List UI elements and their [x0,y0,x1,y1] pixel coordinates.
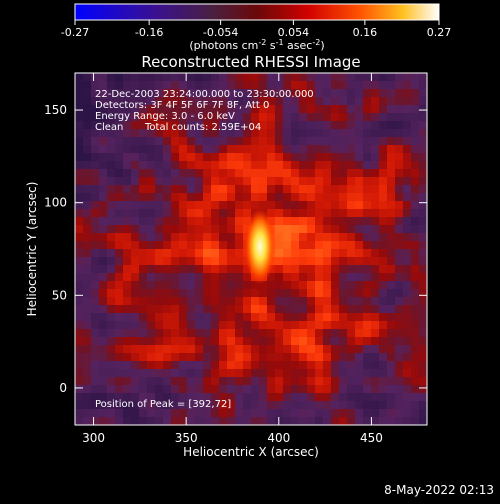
colorbar-ticks: -0.27 -0.16 -0.054 0.054 0.16 0.27 [61,20,451,39]
y-axis-label: Heliocentric Y (arcsec) [25,182,39,317]
footer-timestamp: 8-May-2022 02:13 [384,483,494,497]
annotation-detectors: Detectors: 3F 4F 5F 6F 7F 8F, Att 0 [95,100,269,111]
x-tick-label: 450 [360,431,383,445]
colorbar-tick-label: 0.27 [427,26,452,39]
chart-title: Reconstructed RHESSI Image [141,53,360,71]
colorbar-tick-label: -0.054 [203,26,238,39]
y-tick-label: 100 [44,196,67,210]
annotation-time: 22-Dec-2003 23:24:00.000 to 23:30:00.000 [95,89,314,100]
annotation-peak: Position of Peak = [392,72] [95,399,231,410]
colorbar-tick-label: -0.27 [61,26,89,39]
x-tick-label: 350 [175,431,198,445]
x-tick-label: 400 [267,431,290,445]
colorbar-tick-label: -0.16 [135,26,163,39]
y-tick-label: 150 [44,103,67,117]
x-tick-label: 300 [82,431,105,445]
plot-frame [74,72,428,426]
heatmap-image [75,73,427,425]
annotation-clean: Clean [95,122,123,133]
colorbar-tick-label: 0.054 [278,26,310,39]
x-axis-label: Heliocentric X (arcsec) [183,445,319,459]
colorbar-units: (photons cm-2 s-1 asec-2) [189,38,324,52]
annotation-energy: Energy Range: 3.0 - 6.0 keV [95,111,235,122]
y-tick-label: 50 [52,288,67,302]
annotation-counts: Total counts: 2.59E+04 [144,122,261,133]
peak-blob [243,208,276,285]
y-axis: 0 50 100 150 [44,103,427,395]
colorbar-tick-label: 0.16 [353,26,378,39]
x-axis: 300 350 400 450 [82,73,383,445]
colorbar [74,3,440,21]
y-tick-label: 0 [59,381,67,395]
